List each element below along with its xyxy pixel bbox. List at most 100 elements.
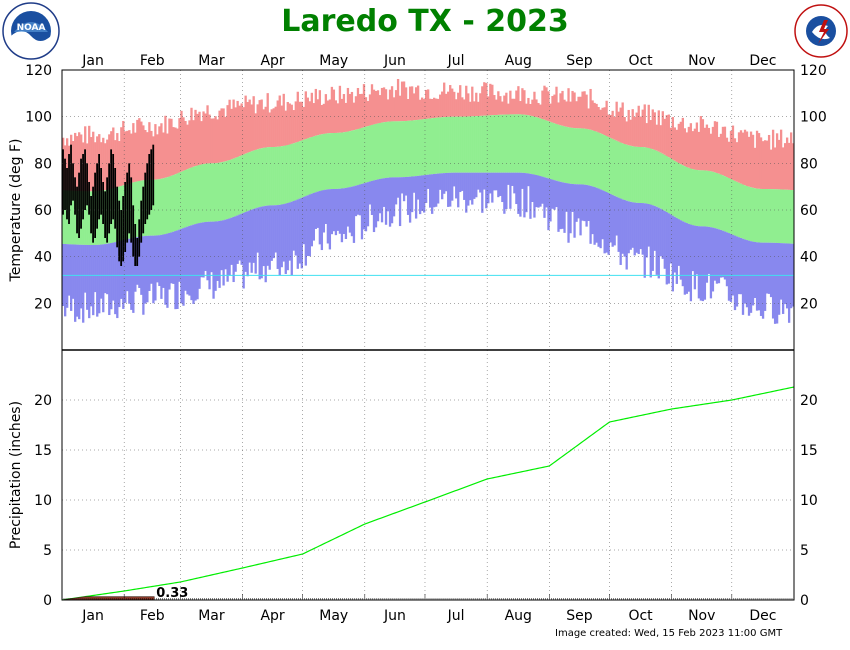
record-high-bar [647,104,650,148]
record-low-bar [194,224,197,301]
record-high-bar [585,94,588,129]
normal-range-bar [617,141,620,198]
normal-range-bar [364,126,368,183]
normal-range-bar [481,115,484,173]
normal-range-bar [414,120,418,177]
normal-range-bar [136,181,139,238]
record-low-bar [659,208,662,257]
normal-range-bar [659,152,662,209]
record-low-bar [84,244,87,293]
record-high-bar [290,104,293,144]
record-high-bar [531,99,534,117]
record-high-bar [178,118,181,173]
record-high-bar [74,132,77,191]
month-label-bottom: Jun [383,608,406,624]
normal-range-bar [358,128,362,185]
normal-range-bar [563,126,566,183]
record-low-bar [106,243,109,295]
normal-range-bar [613,139,616,196]
record-low-bar [350,186,354,237]
record-low-bar [138,236,141,288]
record-high-bar [168,118,171,177]
record-high-bar [224,116,227,162]
record-low-bar [533,174,536,218]
record-low-bar [703,226,707,300]
record-low-bar [489,172,492,194]
normal-range-bar [579,128,582,185]
record-low-bar [781,243,785,314]
record-high-bar [771,129,775,190]
normal-range-bar [755,188,759,243]
record-low-bar [248,210,251,263]
record-low-bar [687,223,691,292]
record-high-bar [120,127,123,186]
normal-range-bar [304,139,307,197]
record-low-bar [116,241,119,319]
svg-text:NOAA: NOAA [17,23,46,33]
record-low-bar [605,191,608,253]
record-low-bar [771,242,775,319]
record-high-bar [144,130,147,181]
record-high-bar [665,115,668,156]
record-low-bar [517,172,520,214]
record-high-bar [659,125,662,153]
record-high-bar [258,100,261,149]
record-high-bar [581,91,584,129]
normal-range-bar [639,147,642,203]
record-high-bar [515,90,518,115]
record-high-bar [613,116,616,140]
normal-range-bar [785,189,789,244]
record-low-bar [721,230,725,278]
record-high-bar [282,93,285,146]
record-low-bar [238,214,241,261]
temp-tick-label-left: 40 [34,250,52,266]
record-high-bar [577,96,580,129]
record-high-bar [76,136,79,191]
record-high-bar [264,106,267,148]
record-low-bar [607,192,610,255]
record-high-bar [182,117,185,171]
record-high-bar [402,81,406,122]
record-high-bar [296,91,299,142]
record-low-bar [272,205,275,259]
normal-range-bar [607,136,610,193]
record-low-bar [418,175,422,215]
record-high-bar [537,103,540,118]
normal-range-bar [697,170,701,227]
record-low-bar [503,172,506,214]
record-low-bar [619,198,622,265]
normal-range-bar [449,116,452,173]
record-high-bar [483,82,486,116]
record-high-bar [703,127,707,171]
normal-range-bar [673,160,676,217]
record-low-bar [447,172,450,207]
record-high-bar [392,97,396,122]
normal-range-bar [382,122,386,179]
record-low-bar [124,239,127,303]
normal-range-bar [296,141,299,200]
record-high-bar [699,116,703,171]
normal-range-bar [637,146,640,203]
record-low-bar [364,182,368,232]
record-high-bar [354,96,358,130]
record-low-bar [378,178,382,214]
normal-range-bar [503,114,506,173]
normal-range-bar [158,179,161,236]
record-high-bar [188,120,191,169]
record-low-bar [749,241,753,313]
precip-tick-label-left: 0 [43,593,52,609]
record-low-bar [741,238,745,315]
normal-range-bar [138,181,141,237]
normal-range-bar [577,128,580,185]
record-high-bar [567,88,570,128]
record-low-bar [114,242,117,315]
record-low-bar [671,215,674,292]
record-low-bar [110,243,113,310]
record-low-bar [316,191,320,228]
record-low-bar [126,239,129,292]
record-high-bar [687,126,691,168]
record-low-bar [761,242,765,319]
record-high-bar [671,117,674,160]
record-high-bar [505,92,508,115]
record-high-bar [184,120,187,170]
